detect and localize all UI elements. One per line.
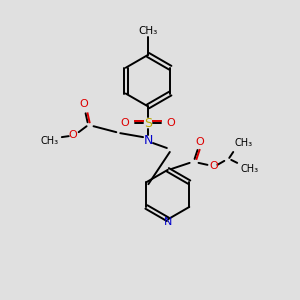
Text: CH₃: CH₃: [240, 164, 258, 174]
Text: N: N: [143, 134, 153, 147]
Text: CH₃: CH₃: [41, 136, 59, 146]
Text: N: N: [164, 217, 172, 227]
Text: S: S: [144, 117, 152, 130]
Text: CH₃: CH₃: [234, 138, 252, 148]
Text: O: O: [79, 99, 88, 110]
Text: O: O: [209, 161, 218, 171]
Text: CH₃: CH₃: [138, 26, 158, 36]
Text: O: O: [68, 130, 77, 140]
Text: O: O: [121, 118, 130, 128]
Text: O: O: [167, 118, 175, 128]
Text: O: O: [195, 137, 204, 147]
